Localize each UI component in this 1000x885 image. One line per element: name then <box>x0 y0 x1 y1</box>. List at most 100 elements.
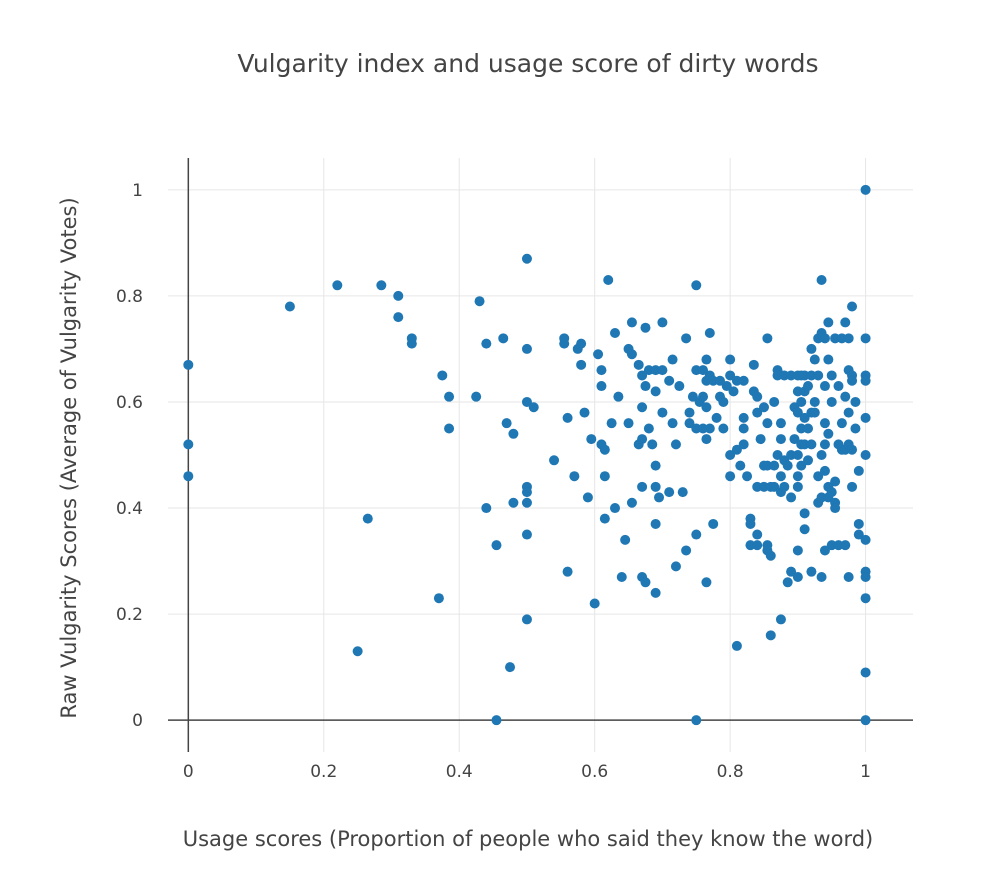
data-point[interactable] <box>769 481 780 492</box>
data-point[interactable] <box>352 646 363 657</box>
data-point[interactable] <box>670 439 681 450</box>
data-point[interactable] <box>474 296 485 307</box>
data-point[interactable] <box>738 423 749 434</box>
data-point[interactable] <box>637 370 648 381</box>
data-point[interactable] <box>521 253 532 264</box>
data-point[interactable] <box>657 407 668 418</box>
data-point[interactable] <box>664 487 675 498</box>
data-point[interactable] <box>752 391 763 402</box>
data-point[interactable] <box>830 476 841 487</box>
data-point[interactable] <box>819 381 830 392</box>
data-point[interactable] <box>650 518 661 529</box>
data-point[interactable] <box>762 333 773 344</box>
data-point[interactable] <box>779 481 790 492</box>
data-point[interactable] <box>762 418 773 429</box>
data-point[interactable] <box>803 455 814 466</box>
data-point[interactable] <box>376 280 387 291</box>
data-point[interactable] <box>819 465 830 476</box>
data-point[interactable] <box>765 550 776 561</box>
data-point[interactable] <box>501 418 512 429</box>
data-point[interactable] <box>616 571 627 582</box>
data-point[interactable] <box>626 497 637 508</box>
data-point[interactable] <box>786 566 797 577</box>
data-point[interactable] <box>626 349 637 360</box>
data-point[interactable] <box>657 317 668 328</box>
data-point[interactable] <box>654 492 665 503</box>
data-point[interactable] <box>620 534 631 545</box>
data-point[interactable] <box>596 381 607 392</box>
data-point[interactable] <box>677 487 688 498</box>
data-point[interactable] <box>362 513 373 524</box>
data-point[interactable] <box>586 434 597 445</box>
data-point[interactable] <box>860 450 871 460</box>
data-point[interactable] <box>718 423 729 434</box>
data-point[interactable] <box>521 343 532 354</box>
data-point[interactable] <box>684 418 695 429</box>
data-point[interactable] <box>819 418 830 429</box>
data-point[interactable] <box>742 471 753 482</box>
data-point[interactable] <box>755 434 766 445</box>
data-point[interactable] <box>433 593 444 604</box>
data-point[interactable] <box>847 301 858 312</box>
data-point[interactable] <box>792 407 803 418</box>
data-point[interactable] <box>819 333 830 344</box>
data-point[interactable] <box>735 460 746 471</box>
data-point[interactable] <box>860 593 871 604</box>
data-point[interactable] <box>637 402 648 413</box>
data-point[interactable] <box>718 396 729 407</box>
data-point[interactable] <box>843 571 854 582</box>
data-point[interactable] <box>498 333 509 344</box>
data-point[interactable] <box>860 333 871 344</box>
data-point[interactable] <box>789 434 800 445</box>
data-point[interactable] <box>826 370 837 381</box>
data-point[interactable] <box>809 407 820 418</box>
data-point[interactable] <box>819 545 830 556</box>
data-point[interactable] <box>521 614 532 625</box>
data-point[interactable] <box>444 423 455 434</box>
data-point[interactable] <box>765 630 776 641</box>
data-point[interactable] <box>728 386 739 397</box>
data-point[interactable] <box>610 328 620 339</box>
data-point[interactable] <box>714 375 725 386</box>
data-point[interactable] <box>667 418 678 429</box>
data-point[interactable] <box>809 396 820 407</box>
data-point[interactable] <box>792 471 803 482</box>
data-point[interactable] <box>819 439 830 450</box>
data-point[interactable] <box>569 471 580 482</box>
data-point[interactable] <box>752 529 763 540</box>
data-point[interactable] <box>711 412 722 423</box>
data-point[interactable] <box>183 359 194 370</box>
data-point[interactable] <box>508 497 519 508</box>
data-point[interactable] <box>843 407 854 418</box>
data-point[interactable] <box>603 274 614 285</box>
data-point[interactable] <box>847 481 858 492</box>
data-point[interactable] <box>687 391 698 402</box>
data-point[interactable] <box>670 561 681 572</box>
data-point[interactable] <box>725 450 736 460</box>
data-point[interactable] <box>860 571 871 582</box>
data-point[interactable] <box>830 503 841 514</box>
data-point[interactable] <box>853 465 864 476</box>
data-point[interactable] <box>576 338 587 349</box>
data-point[interactable] <box>847 444 858 455</box>
data-point[interactable] <box>640 322 651 333</box>
data-point[interactable] <box>505 662 516 673</box>
data-point[interactable] <box>393 312 404 323</box>
data-point[interactable] <box>853 529 864 540</box>
data-point[interactable] <box>725 370 736 381</box>
data-point[interactable] <box>667 354 678 365</box>
data-point[interactable] <box>792 481 803 492</box>
data-point[interactable] <box>284 301 295 312</box>
data-point[interactable] <box>406 338 417 349</box>
data-point[interactable] <box>782 577 793 588</box>
data-point[interactable] <box>792 571 803 582</box>
data-point[interactable] <box>521 497 532 508</box>
data-point[interactable] <box>745 518 756 529</box>
data-point[interactable] <box>799 508 810 519</box>
data-point[interactable] <box>796 396 807 407</box>
data-point[interactable] <box>721 381 732 392</box>
data-point[interactable] <box>833 381 844 392</box>
data-point[interactable] <box>637 434 648 445</box>
data-point[interactable] <box>701 577 712 588</box>
data-point[interactable] <box>840 540 851 551</box>
